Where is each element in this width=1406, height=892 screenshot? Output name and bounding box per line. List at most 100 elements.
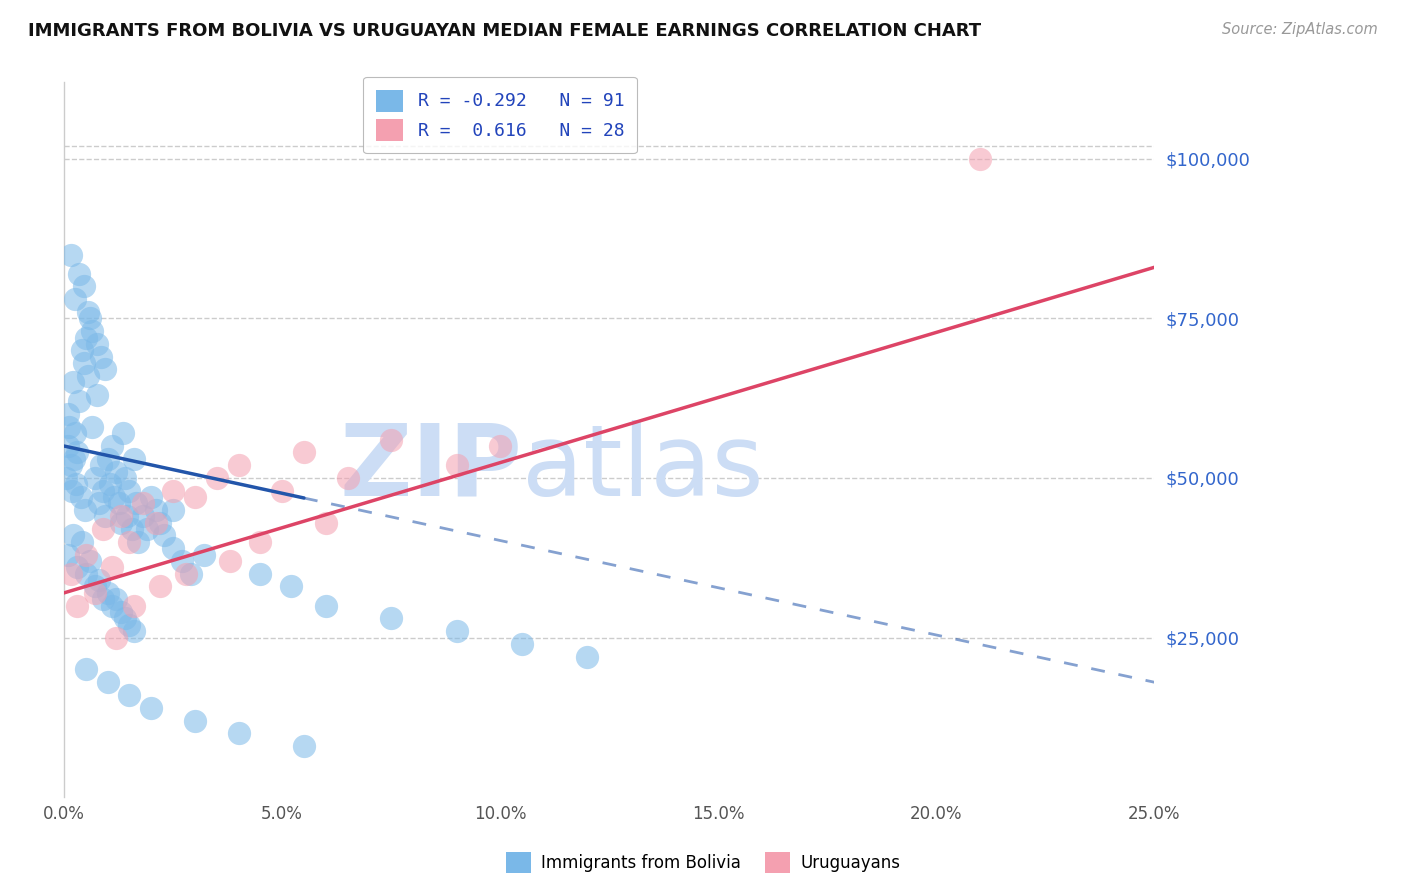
- Point: [87, 496, 110, 510]
- Point: [83, 471, 105, 485]
- Point: [446, 624, 468, 639]
- Point: [110, 509, 132, 524]
- Point: [63, 292, 86, 306]
- Point: [67, 394, 90, 409]
- Point: [122, 624, 145, 639]
- Point: [131, 496, 153, 510]
- Point: [73, 356, 96, 370]
- Point: [336, 471, 359, 485]
- Point: [75, 548, 97, 562]
- Point: [56, 439, 79, 453]
- Point: [55, 471, 77, 485]
- Point: [65, 477, 87, 491]
- Point: [82, 420, 104, 434]
- Point: [86, 337, 108, 351]
- Point: [87, 573, 110, 587]
- Point: [90, 350, 112, 364]
- Point: [141, 700, 163, 714]
- Legend: R = -0.292   N = 91, R =  0.616   N = 28: R = -0.292 N = 91, R = 0.616 N = 28: [364, 77, 637, 153]
- Point: [110, 516, 132, 530]
- Point: [145, 516, 167, 530]
- Point: [67, 267, 90, 281]
- Point: [180, 566, 202, 581]
- Point: [122, 599, 145, 613]
- Point: [83, 586, 105, 600]
- Text: atlas: atlas: [522, 420, 763, 516]
- Point: [91, 592, 114, 607]
- Point: [59, 247, 82, 261]
- Point: [101, 599, 124, 613]
- Point: [117, 509, 139, 524]
- Point: [193, 548, 215, 562]
- Point: [162, 483, 184, 498]
- Point: [228, 726, 250, 740]
- Text: ZIP: ZIP: [339, 420, 522, 516]
- Point: [118, 534, 141, 549]
- Point: [60, 483, 83, 498]
- Point: [107, 496, 129, 510]
- Point: [118, 617, 141, 632]
- Point: [228, 458, 250, 473]
- Point: [75, 663, 97, 677]
- Point: [153, 528, 176, 542]
- Point: [969, 152, 991, 166]
- Point: [114, 611, 136, 625]
- Point: [271, 483, 294, 498]
- Point: [174, 566, 197, 581]
- Legend: Immigrants from Bolivia, Uruguayans: Immigrants from Bolivia, Uruguayans: [499, 846, 907, 880]
- Point: [105, 465, 128, 479]
- Point: [91, 483, 114, 498]
- Point: [91, 522, 114, 536]
- Point: [83, 579, 105, 593]
- Point: [162, 541, 184, 556]
- Point: [510, 637, 533, 651]
- Point: [62, 375, 84, 389]
- Point: [149, 579, 172, 593]
- Point: [118, 688, 141, 702]
- Point: [315, 516, 337, 530]
- Point: [103, 490, 125, 504]
- Point: [73, 503, 96, 517]
- Point: [110, 605, 132, 619]
- Point: [94, 509, 117, 524]
- Point: [149, 516, 172, 530]
- Point: [292, 445, 315, 459]
- Point: [118, 483, 141, 498]
- Point: [79, 311, 101, 326]
- Text: Source: ZipAtlas.com: Source: ZipAtlas.com: [1222, 22, 1378, 37]
- Point: [489, 439, 512, 453]
- Point: [77, 305, 100, 319]
- Point: [121, 522, 143, 536]
- Point: [101, 439, 124, 453]
- Point: [249, 566, 271, 581]
- Point: [62, 451, 84, 466]
- Point: [58, 407, 80, 421]
- Point: [79, 554, 101, 568]
- Point: [122, 451, 145, 466]
- Point: [218, 554, 240, 568]
- Point: [184, 714, 207, 728]
- Point: [205, 471, 228, 485]
- Point: [114, 471, 136, 485]
- Point: [141, 490, 163, 504]
- Point: [249, 534, 271, 549]
- Point: [73, 279, 96, 293]
- Point: [62, 528, 84, 542]
- Point: [70, 343, 93, 358]
- Point: [94, 362, 117, 376]
- Point: [145, 503, 167, 517]
- Point: [380, 433, 402, 447]
- Point: [131, 509, 153, 524]
- Point: [59, 566, 82, 581]
- Point: [98, 477, 121, 491]
- Point: [101, 560, 124, 574]
- Point: [58, 420, 80, 434]
- Point: [70, 534, 93, 549]
- Point: [59, 458, 82, 473]
- Point: [86, 388, 108, 402]
- Point: [162, 503, 184, 517]
- Point: [280, 579, 302, 593]
- Point: [58, 548, 80, 562]
- Point: [69, 490, 91, 504]
- Point: [125, 496, 148, 510]
